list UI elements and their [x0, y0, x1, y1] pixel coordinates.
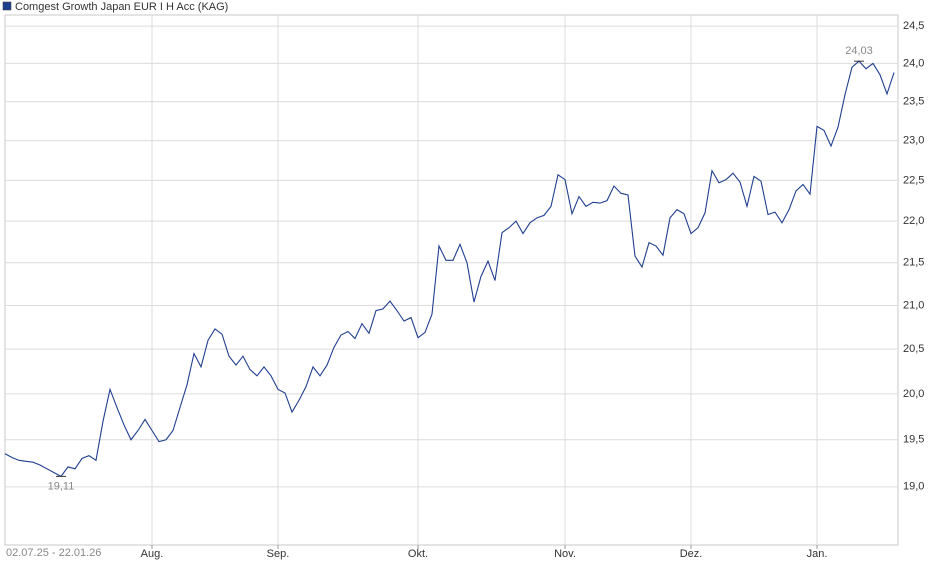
- x-tick-label: Dez.: [680, 548, 703, 560]
- y-tick-label: 22,0: [903, 215, 924, 227]
- y-tick-label: 20,5: [903, 343, 924, 355]
- y-tick-label: 24,0: [903, 57, 924, 69]
- y-tick-label: 21,5: [903, 257, 924, 269]
- plot-area: [4, 14, 899, 546]
- x-tick-label: Jan.: [807, 548, 828, 560]
- y-tick-label: 19,5: [903, 434, 924, 446]
- y-tick-label: 23,0: [903, 134, 924, 146]
- x-tick-label: Sep.: [267, 548, 290, 560]
- y-tick-label: 20,0: [903, 388, 924, 400]
- line: [4, 60, 895, 478]
- x-tick-label: Okt.: [408, 548, 428, 560]
- legend-swatch: [2, 1, 12, 11]
- x-tick-label: Nov.: [554, 548, 576, 560]
- date-range: 02.07.25 - 22.01.26: [6, 547, 101, 559]
- min-label: 19,11: [48, 480, 75, 492]
- y-tick-label: 19,0: [903, 481, 924, 493]
- y-tick-label: 22,5: [903, 174, 924, 186]
- x-tick-label: Aug.: [141, 548, 164, 560]
- y-tick-label: 24,5: [903, 20, 924, 32]
- max-label: 24,03: [845, 45, 873, 57]
- y-tick-label: 23,5: [903, 95, 924, 107]
- y-tick-label: 21,0: [903, 299, 924, 311]
- legend-label: Comgest Growth Japan EUR I H Acc (KAG): [15, 1, 228, 13]
